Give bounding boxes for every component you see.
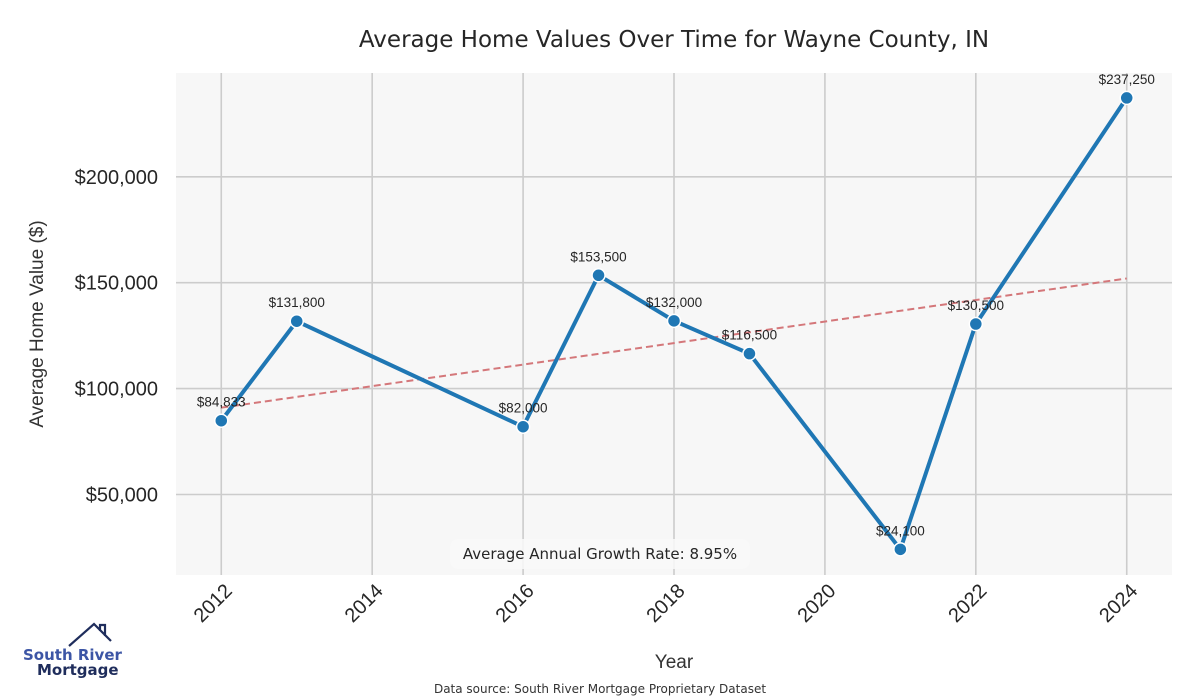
data-label: $84,833 — [197, 395, 246, 410]
data-label: $237,250 — [1099, 72, 1155, 87]
x-axis-label: Year — [655, 652, 694, 673]
data-point — [591, 268, 606, 283]
logo-text-line1: South River — [23, 646, 123, 664]
data-point — [893, 542, 908, 557]
data-label: $24,100 — [876, 523, 925, 538]
data-label: $131,800 — [269, 295, 325, 310]
chart-title: Average Home Values Over Time for Wayne … — [359, 27, 989, 53]
data-label: $132,000 — [646, 295, 702, 310]
data-label: $153,500 — [570, 249, 626, 264]
data-source-note: Data source: South River Mortgage Propri… — [434, 682, 766, 696]
x-tick-label: 2022 — [944, 580, 991, 627]
data-point — [742, 346, 757, 361]
growth-rate-text: Average Annual Growth Rate: 8.95% — [463, 545, 737, 563]
growth-rate-box — [450, 539, 750, 569]
y-axis-ticks: $50,000 $100,000 $150,000 $200,000 — [75, 167, 158, 507]
data-label: $130,500 — [948, 298, 1004, 313]
data-point — [515, 419, 531, 434]
logo: South River Mortgage — [23, 622, 123, 679]
x-tick-label: 2018 — [643, 580, 690, 627]
data-label: $82,000 — [499, 401, 548, 416]
growth-rate-annotation: Average Annual Growth Rate: 8.95% — [450, 539, 750, 569]
data-label: $116,500 — [722, 328, 777, 343]
data-point — [1119, 90, 1134, 106]
y-axis-label: Average Home Value ($) — [27, 220, 48, 427]
y-tick-label: $50,000 — [86, 485, 158, 507]
x-tick-label: 2016 — [492, 580, 539, 627]
x-tick-label: 2012 — [190, 580, 237, 627]
data-point — [666, 313, 682, 329]
data-point — [214, 413, 229, 428]
y-tick-label: $150,000 — [75, 273, 158, 295]
x-axis-ticks: 2012 2014 2016 2018 2020 2022 2024 — [190, 580, 1142, 627]
x-tick-label: 2024 — [1095, 580, 1142, 627]
data-point — [289, 313, 304, 329]
data-labels: $84,833 $131,800 $82,000 $153,500 $132,000 $1… — [197, 72, 1155, 538]
y-tick-label: $100,000 — [75, 379, 158, 401]
trend-line — [221, 277, 1127, 409]
x-tick-label: 2014 — [341, 580, 388, 627]
trend-line-group — [221, 277, 1127, 409]
house-roof-icon — [68, 622, 112, 647]
x-tick-label: 2020 — [793, 580, 840, 627]
logo-text-line2: Mortgage — [37, 661, 119, 679]
y-tick-label: $200,000 — [75, 167, 158, 189]
data-point — [968, 316, 984, 332]
series-group — [214, 90, 1134, 557]
